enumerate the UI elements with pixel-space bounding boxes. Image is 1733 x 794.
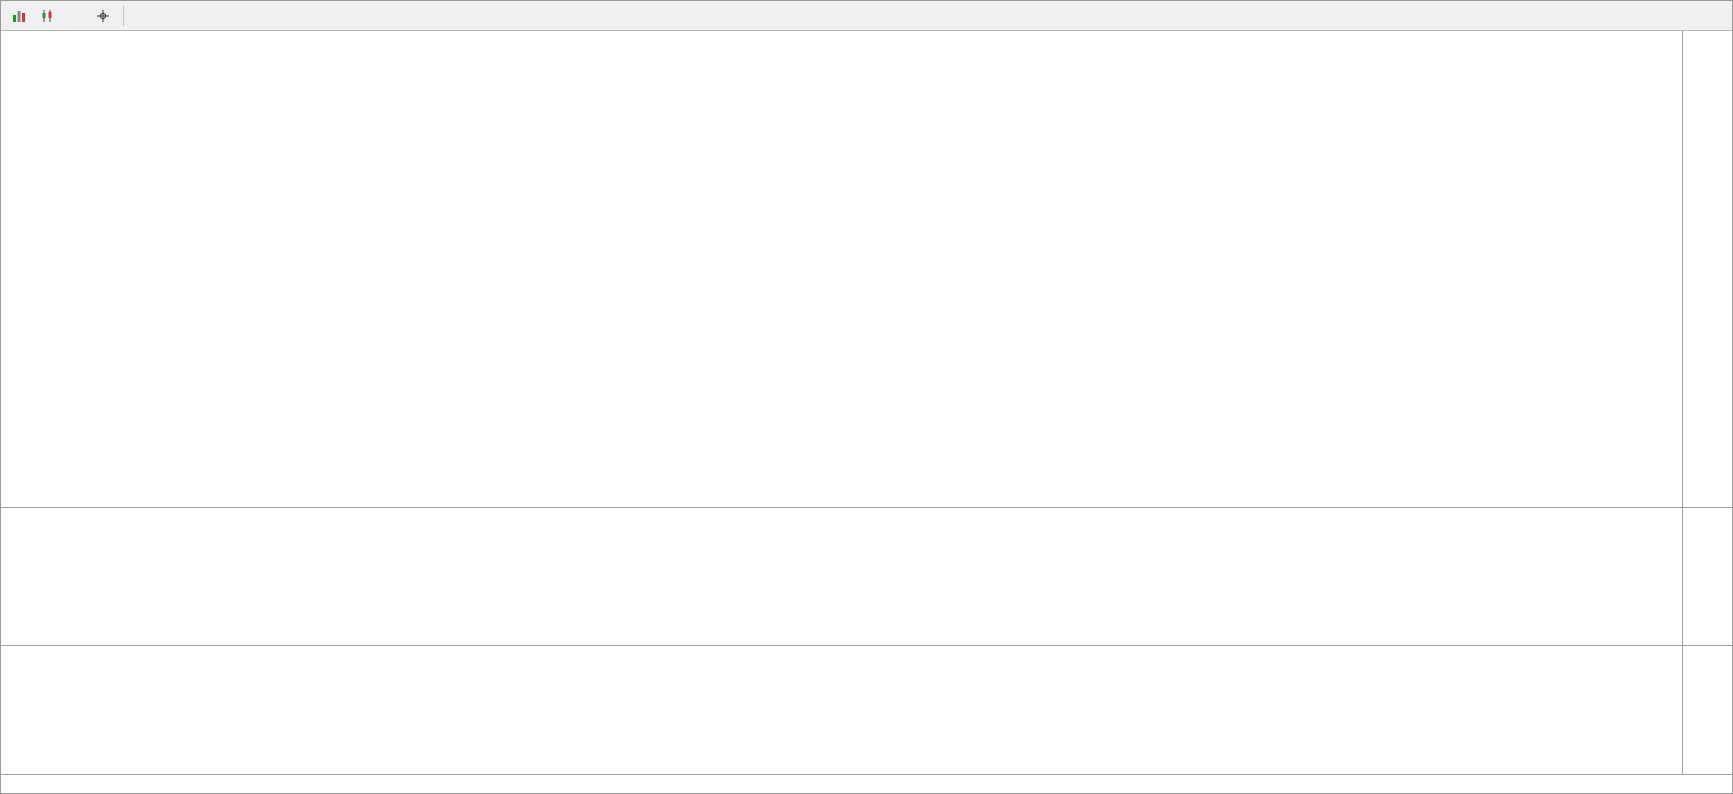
bar-chart-icon[interactable] [6,5,32,27]
crosshair-icon[interactable] [90,5,116,27]
text-tool-icon[interactable] [62,5,88,27]
rsi-axis-divider [1682,646,1683,774]
macd-axis-divider [1682,508,1683,645]
price-chart-canvas[interactable] [1,31,1682,507]
rsi-canvas[interactable] [1,646,1682,774]
chart-header [7,35,37,47]
candlestick-glyph [42,9,52,22]
price-chart-panel[interactable] [1,31,1732,508]
time-axis[interactable] [1,775,1732,793]
rsi-indicator-panel[interactable] [1,646,1732,775]
candlestick-chart-icon[interactable] [34,5,60,27]
macd-canvas[interactable] [1,508,1682,645]
crosshair-glyph [97,9,109,22]
toolbar-separator [123,5,124,26]
price-axis-divider [1682,31,1683,507]
macd-label [6,511,21,523]
rsi-label [6,649,16,661]
toolbar [1,1,1732,31]
macd-indicator-panel[interactable] [1,508,1732,646]
bar-chart-glyph [13,10,25,22]
